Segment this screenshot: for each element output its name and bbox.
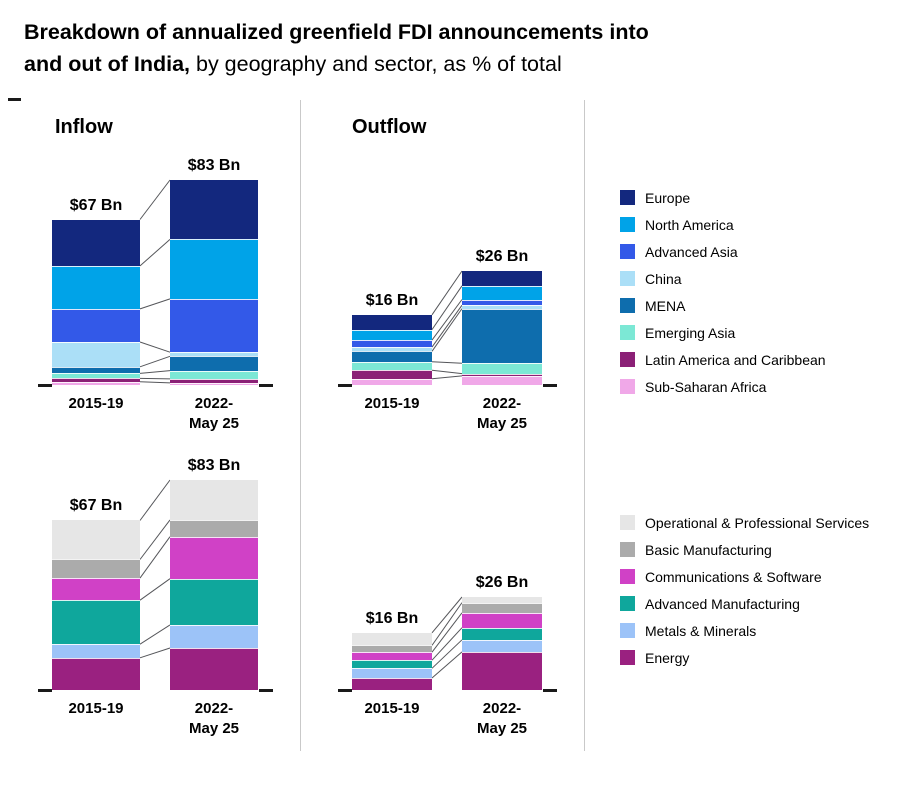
legend-label: Emerging Asia (645, 325, 736, 341)
legend-item-sub-saharan-africa: Sub-Saharan Africa (620, 378, 886, 396)
legend-item-basic-manufacturing: Basic Manufacturing (620, 541, 886, 559)
legend-label: Advanced Asia (645, 244, 738, 260)
legend-label: Energy (645, 650, 690, 666)
legend-item-advanced-asia: Advanced Asia (620, 243, 886, 261)
legend-swatch-communications-software (620, 569, 635, 584)
column-divider-left (300, 100, 301, 751)
legend-label: North America (645, 217, 734, 233)
legend-swatch-sub-saharan-africa (620, 379, 635, 394)
legend-item-emerging-asia: Emerging Asia (620, 324, 886, 342)
title-line-1: Breakdown of annualized greenfield FDI a… (24, 16, 649, 48)
legend-label: MENA (645, 298, 686, 314)
legend-item-north-america: North America (620, 216, 886, 234)
legend-swatch-latin-america-and-caribbean (620, 352, 635, 367)
legend-swatch-advanced-asia (620, 244, 635, 259)
legend-label: Operational & Professional Services (645, 515, 870, 531)
legend-label: Sub-Saharan Africa (645, 379, 767, 395)
legend-label: Latin America and Caribbean (645, 352, 826, 368)
legend-swatch-north-america (620, 217, 635, 232)
legend-swatch-basic-manufacturing (620, 542, 635, 557)
legend-item-europe: Europe (620, 189, 886, 207)
legend-swatch-energy (620, 650, 635, 665)
legend-item-communications-software: Communications & Software (620, 568, 886, 586)
legend-item-metals-minerals: Metals & Minerals (620, 622, 886, 640)
legend-label: Communications & Software (645, 569, 822, 585)
legend-item-mena: MENA (620, 297, 886, 315)
legend-label: Basic Manufacturing (645, 542, 772, 558)
margin-tick (8, 98, 21, 101)
legend-swatch-china (620, 271, 635, 286)
section-header-outflow: Outflow (352, 116, 427, 138)
legend-item-energy: Energy (620, 649, 886, 667)
legend-swatch-metals-minerals (620, 623, 635, 638)
title-bold: Breakdown of annualized greenfield FDI a… (24, 20, 649, 44)
legend-swatch-advanced-manufacturing (620, 596, 635, 611)
legend-swatch-europe (620, 190, 635, 205)
column-divider-right (584, 100, 585, 751)
legend-item-operational-professional-services: Operational & Professional Services (620, 514, 886, 532)
legend-label: China (645, 271, 682, 287)
title-line-2: and out of India, by geography and secto… (24, 48, 649, 80)
legend-item-china: China (620, 270, 886, 288)
legend-label: Europe (645, 190, 691, 206)
page-title: Breakdown of annualized greenfield FDI a… (24, 16, 649, 80)
title-regular: by geography and sector, as % of total (190, 52, 562, 76)
legend-swatch-operational-professional-services (620, 515, 635, 530)
legend-sector: Operational & Professional Services Basic… (620, 514, 886, 667)
legend-item-latin-america-and-caribbean: Latin America and Caribbean (620, 351, 886, 369)
title-bold-2: and out of India, (24, 52, 191, 76)
legend-swatch-mena (620, 298, 635, 313)
legend-label: Metals & Minerals (645, 623, 757, 639)
legend-swatch-emerging-asia (620, 325, 635, 340)
section-header-inflow: Inflow (55, 116, 113, 138)
legend-label: Advanced Manufacturing (645, 596, 800, 612)
legend-item-advanced-manufacturing: Advanced Manufacturing (620, 595, 886, 613)
legend-geography: Europe North America Advanced Asia China MEN… (620, 189, 886, 396)
